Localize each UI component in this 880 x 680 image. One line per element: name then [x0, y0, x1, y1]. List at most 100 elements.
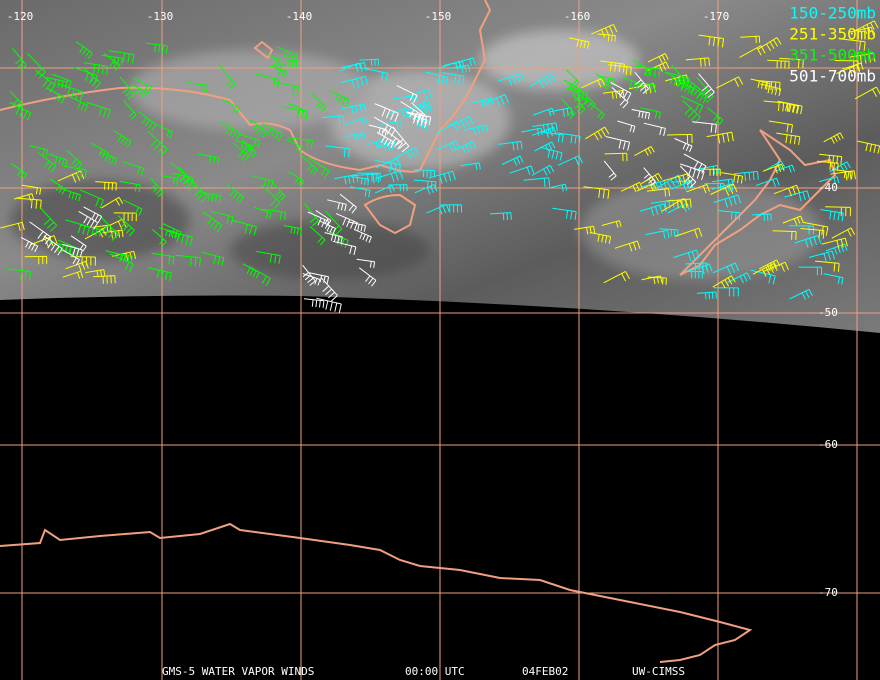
wind-barb — [47, 88, 65, 104]
wind-barb — [356, 258, 376, 268]
coastlines — [0, 0, 837, 663]
wind-barb — [706, 131, 734, 144]
wind-barb — [597, 33, 616, 42]
wind-barb — [130, 84, 149, 99]
wind-barb — [521, 127, 543, 136]
wind-barb — [29, 145, 49, 157]
wind-barb — [122, 199, 143, 216]
wind-barb — [449, 64, 471, 73]
wind-barb — [232, 142, 250, 162]
wind-barb — [102, 229, 124, 239]
wind-barb — [643, 167, 656, 187]
wind-barb — [595, 72, 611, 91]
wind-barb — [480, 94, 510, 107]
wind-barb — [579, 89, 596, 111]
wind-barb — [304, 203, 319, 227]
wind-barb — [367, 138, 388, 149]
wind-barb — [463, 124, 489, 136]
wind-barb — [152, 229, 167, 247]
wind-barb — [346, 132, 366, 142]
wind-barb — [739, 45, 766, 58]
wind-barb — [645, 229, 670, 239]
wind-barb — [597, 75, 616, 86]
wind-barbs — [0, 20, 880, 313]
wind-barb — [657, 174, 684, 190]
wind-barb — [39, 206, 58, 232]
wind-barb — [601, 220, 622, 228]
wind-barb — [350, 176, 370, 186]
wind-barb — [634, 146, 655, 157]
wind-barb — [603, 270, 630, 284]
wind-barb — [857, 140, 880, 154]
wind-barb — [189, 178, 208, 203]
wind-barb — [49, 241, 72, 255]
legend-entry: 251-350mb — [789, 25, 876, 44]
wind-barb — [235, 139, 254, 153]
wind-barb — [10, 90, 23, 110]
wind-barb — [588, 102, 605, 121]
wind-barb — [226, 184, 244, 204]
wind-barb — [249, 118, 268, 138]
wind-barb — [405, 88, 432, 99]
wind-barb — [83, 62, 109, 75]
latitude-label: -70 — [818, 586, 838, 599]
wind-barb — [345, 116, 368, 126]
wind-barb — [413, 179, 437, 190]
wind-barb — [200, 191, 221, 203]
legend-entry: 501-700mb — [789, 67, 876, 86]
wind-barb — [262, 122, 283, 142]
wind-barb — [62, 270, 84, 279]
wind-barb — [374, 185, 395, 194]
wind-barb — [285, 139, 303, 153]
wind-barb — [324, 232, 343, 244]
wind-barb — [11, 163, 28, 180]
wind-barb — [255, 73, 280, 89]
wind-barb — [12, 47, 27, 71]
wind-barb — [170, 162, 189, 185]
wind-barb — [341, 103, 367, 115]
wind-barb — [698, 34, 725, 48]
wind-barb — [394, 147, 419, 159]
wind-barb — [375, 170, 404, 183]
wind-barb — [308, 157, 330, 179]
wind-barb — [679, 165, 697, 188]
wind-barb — [671, 64, 689, 90]
latitude-label: -60 — [818, 438, 838, 451]
wind-barb — [101, 54, 123, 66]
wind-barb — [825, 206, 851, 217]
wind-barb — [670, 180, 693, 189]
wind-barb — [733, 171, 759, 181]
wind-barb — [37, 152, 57, 173]
wind-barb — [767, 59, 790, 69]
wind-barb — [529, 73, 556, 89]
wind-barb — [704, 183, 725, 191]
wind-barb — [261, 184, 281, 210]
wind-barb — [133, 77, 152, 94]
wind-barb — [713, 287, 739, 297]
wind-barb — [70, 256, 96, 266]
wind-barb — [628, 83, 656, 95]
wind-barb — [682, 270, 703, 279]
wind-barb — [713, 194, 742, 208]
wind-barb — [763, 100, 789, 112]
wind-barb — [311, 93, 327, 113]
wind-barb — [62, 249, 80, 266]
wind-barb — [641, 275, 663, 285]
wind-barb — [404, 100, 432, 114]
wind-barb — [673, 249, 700, 262]
wind-barb — [768, 120, 793, 134]
wind-barb — [203, 211, 223, 232]
wind-barb — [321, 115, 345, 124]
wind-barb — [823, 132, 844, 144]
wind-barb — [568, 84, 587, 108]
wind-barb — [712, 262, 740, 275]
wind-barb — [581, 78, 606, 89]
legend-entry: 351-500mb — [789, 46, 876, 65]
wind-barb — [675, 80, 695, 96]
wind-barb — [534, 141, 556, 152]
wind-barb — [167, 230, 193, 246]
wind-barb — [692, 121, 717, 133]
wind-barb — [560, 97, 576, 120]
wind-barb — [853, 20, 879, 34]
